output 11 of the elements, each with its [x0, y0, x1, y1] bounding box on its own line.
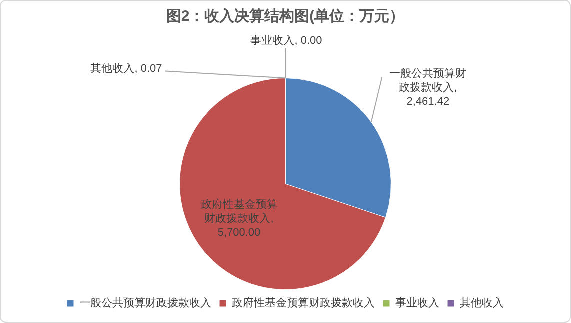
legend-label: 政府性基金预算财政拨款收入: [232, 296, 375, 310]
category-label: 其他收入, 0.07: [90, 63, 162, 76]
legend-label: 一般公共预算财政拨款收入: [80, 296, 212, 310]
text: 2,461.42: [406, 96, 450, 108]
text: 5,700.00: [218, 226, 261, 239]
legend-label: 事业收入: [396, 296, 440, 310]
legend-label: 其他收入: [460, 296, 504, 310]
category-label: 政府性基金预算财政拨款收入,: [200, 198, 278, 225]
category-label: 事业收入, 0.00: [250, 35, 322, 48]
chart-title: 图2：收入决算结构图(单位：万元）: [166, 8, 405, 26]
category-label: 一般公共预算财政拨款收入,: [390, 68, 467, 94]
